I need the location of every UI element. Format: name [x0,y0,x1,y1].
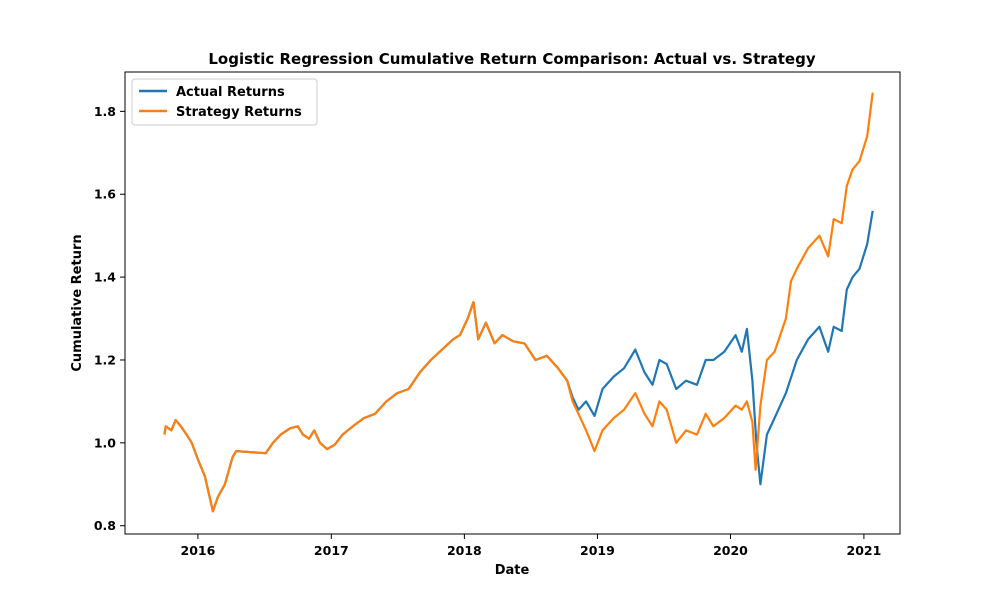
legend: Actual Returns Strategy Returns [131,78,318,126]
x-tick-label: 2018 [447,543,482,558]
y-tick-label: 1.4 [94,270,116,285]
y-tick-label: 1.8 [94,104,116,119]
legend-label-strategy-returns: Strategy Returns [176,105,302,120]
x-axis-ticks: 2016 2017 2018 2019 2020 2021 [181,534,882,558]
plot-area-frame [124,71,901,535]
x-axis-label: Date [495,563,530,578]
y-axis-ticks: 0.8 1.0 1.2 1.4 1.6 1.8 [94,104,125,533]
chart-title: Logistic Regression Cumulative Return Co… [208,50,815,68]
x-tick-label: 2020 [713,543,748,558]
series-layer [163,92,874,513]
y-tick-label: 1.6 [94,187,116,202]
x-tick-label: 2019 [580,543,615,558]
y-axis-label: Cumulative Return [70,234,85,371]
x-tick-label: 2017 [314,543,349,558]
legend-box [131,78,318,126]
series-line-strategy-returns [163,92,874,513]
legend-label-actual-returns: Actual Returns [176,85,285,100]
y-tick-label: 1.2 [94,352,116,367]
y-tick-label: 1.0 [94,435,116,450]
x-tick-label: 2016 [181,543,216,558]
y-tick-label: 0.8 [94,518,116,533]
x-tick-label: 2021 [847,543,882,558]
